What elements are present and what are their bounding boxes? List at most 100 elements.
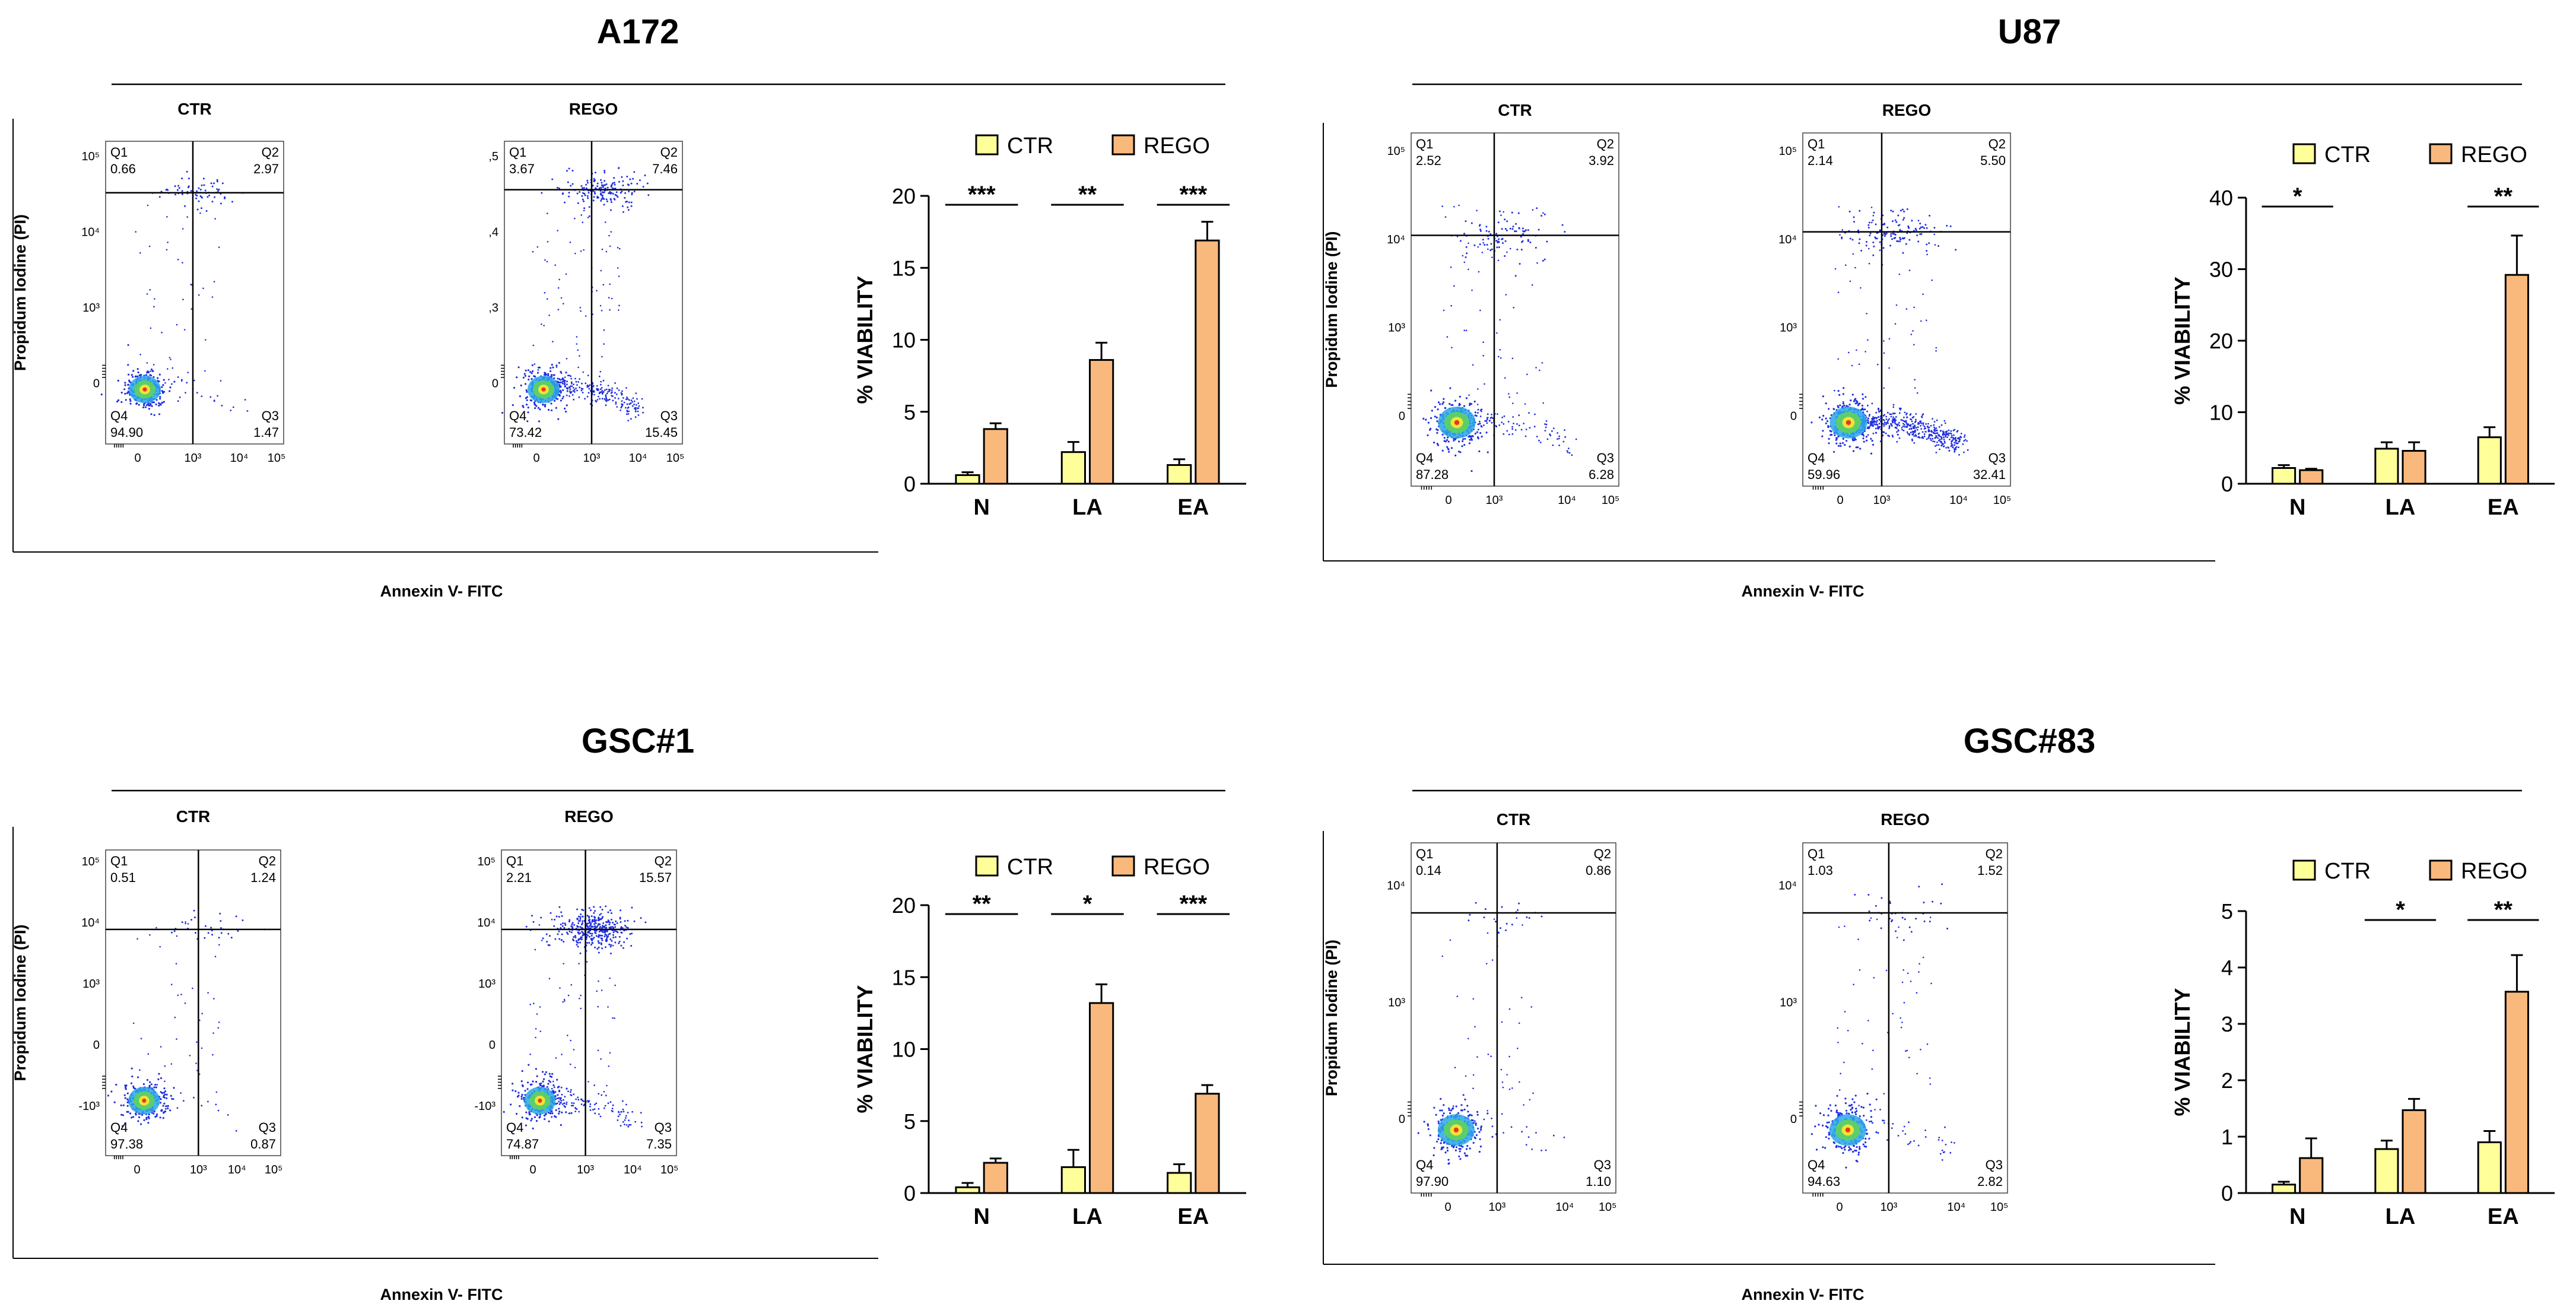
y-axis-label: Propidum Iodine (PI) [11,925,29,1081]
quadrant-value-q1: 0.66 [110,161,136,176]
plot-frame [1802,842,2008,1194]
bar-y-tick-label: 3 [2221,1012,2233,1036]
y-tick-label: 0 [93,377,100,390]
legend-label-rego: REGO [1144,134,1210,158]
significance-mark: ** [1078,182,1097,208]
legend-swatch-rego [2429,143,2453,164]
quadrant-label-q4: Q4 [1416,451,1433,465]
flow-plot-rego: REGO Q1 2.14 Q2 5.50 Q3 32.41 Q4 59.96 10⁵ 10⁴ 10³ 0… [1778,101,2011,507]
bar-rego [1195,1093,1220,1194]
legend-label-ctr: CTR [2324,859,2371,884]
bar-chart: 0 5 10 15 20 % VIABILITY N *** LA ** EA *** CTR REGO [853,134,1246,520]
significance-mark: * [2396,897,2405,923]
y-tick-label: 10⁵ [1778,145,1797,158]
quadrant-label-q3: Q3 [1594,1157,1611,1172]
panel-2: U87 Propidum Iodine (PI) Annexin V- FITC CT… [1323,12,2555,600]
y-tick-label: -10³ [78,1100,100,1113]
x-tick-label: 0 [1837,494,1843,507]
x-tick-label: 0 [530,1163,536,1176]
plot-frame [105,849,281,1156]
quadrant-value-q3: 15.45 [645,425,678,440]
y-axis-label: Propidum Iodine (PI) [11,214,29,371]
significance-mark: * [1083,891,1092,917]
legend-label-ctr: CTR [2324,142,2371,167]
x-tick-label: 10⁵ [1599,1201,1617,1214]
y-tick-label: 0 [1399,1113,1405,1126]
bar-ctr [1060,1166,1087,1194]
legend-label-ctr: CTR [1007,134,1053,158]
plot-condition-label: CTR [177,100,212,118]
quadrant-label-q1: Q1 [1416,846,1433,861]
density-core [1845,1127,1851,1132]
y-tick-label: ,4 [488,226,498,239]
bar-rego [1089,1002,1114,1194]
scatter-dots [1810,206,1969,456]
plot-condition-label: REGO [1882,101,1931,119]
quadrant-value-q2: 0.86 [1586,863,1611,878]
scatter-dots [1422,204,1577,472]
category-label: LA [1072,1204,1103,1229]
category-label: EA [2488,1204,2519,1229]
legend-swatch-ctr [975,855,999,877]
y-tick-label: ,5 [488,150,498,163]
quadrant-value-q1: 3.67 [509,161,535,176]
y-tick-label: 10³ [1780,322,1797,335]
y-tick-label: -10³ [474,1100,495,1113]
bar-y-axis-label: % VIABILITY [2170,988,2194,1116]
quadrant-value-q4: 87.28 [1416,467,1449,482]
quadrant-label-q2: Q2 [660,145,678,160]
quadrant-label-q2: Q2 [1989,137,2006,151]
quadrant-value-q4: 97.90 [1416,1174,1449,1189]
quadrant-label-q4: Q4 [509,408,526,423]
bar-ctr [1060,451,1087,485]
y-tick-label: 10⁵ [81,855,100,868]
y-axis-label: Propidum Iodine (PI) [1323,231,1341,388]
y-tick-label: 10³ [1388,996,1405,1009]
plot-condition-label: REGO [564,807,613,826]
bar-ctr [2374,448,2399,485]
panel-title: GSC#83 [1964,722,2095,760]
bar-y-tick-label: 4 [2221,956,2233,980]
quadrant-value-q3: 6.28 [1589,467,1614,482]
scatter-dots [1810,883,1955,1169]
quadrant-label-q4: Q4 [1808,451,1825,465]
category-label: N [2289,1204,2305,1229]
flow-plot-rego: REGO Q1 2.21 Q2 15.57 Q3 7.35 Q4 74.87 10⁵ 10⁴ 10³ 0… [474,807,678,1176]
x-tick-label: 10⁵ [1602,494,1620,507]
x-tick-label: 10³ [185,452,202,465]
density-core [1454,420,1460,426]
x-tick-label: 10⁴ [629,452,647,465]
bar-y-tick-label: 20 [892,184,916,208]
y-tick-label: 10⁴ [477,916,495,930]
significance-mark: *** [968,182,996,208]
flow-plot-ctr: CTR Q1 0.14 Q2 0.86 Q3 1.10 Q4 97.90 10⁴ 10³ 0 0 10³ 1… [1387,810,1616,1214]
legend-swatch-ctr [2292,859,2316,881]
bar-y-tick-label: 0 [2221,1181,2233,1206]
y-tick-label: 0 [492,377,498,390]
quadrant-label-q3: Q3 [259,1120,276,1135]
y-tick-label: 10⁴ [1387,233,1405,246]
panel-3: GSC#1 Propidum Iodine (PI) Annexin V- FITC… [11,722,1246,1303]
legend-label-rego: REGO [1144,855,1210,880]
quadrant-value-q1: 1.03 [1808,863,1833,878]
panel-1: A172 Propidum Iodine (PI) Annexin V- FITC C… [11,12,1246,600]
plot-frame [504,141,683,445]
plot-condition-label: CTR [1497,810,1531,829]
quadrant-label-q2: Q2 [259,854,276,868]
bar-group-ea: EA *** [1157,891,1230,1229]
bar-ctr [2272,467,2297,485]
bar-rego [1089,359,1114,485]
quadrant-value-q4: 74.87 [506,1137,539,1151]
y-tick-label: 10⁴ [81,916,100,930]
density-core [142,387,147,392]
legend-swatch-rego [1111,855,1135,877]
quadrant-value-q4: 59.96 [1808,467,1840,482]
significance-mark: ** [2494,183,2513,210]
quadrant-label-q4: Q4 [506,1120,523,1135]
y-tick-label: 10⁵ [1387,145,1405,158]
x-tick-label: 10⁵ [1990,1201,2009,1214]
y-tick-label: 10³ [82,302,100,315]
category-label: EA [2488,495,2519,520]
flow-plot-ctr: CTR Q10.66 Q22.97 Q3 1.47 Q4 94.90 10⁵ 10⁴ 10³ 0 0 1… [81,100,285,465]
quadrant-value-q1: 0.14 [1416,863,1441,878]
